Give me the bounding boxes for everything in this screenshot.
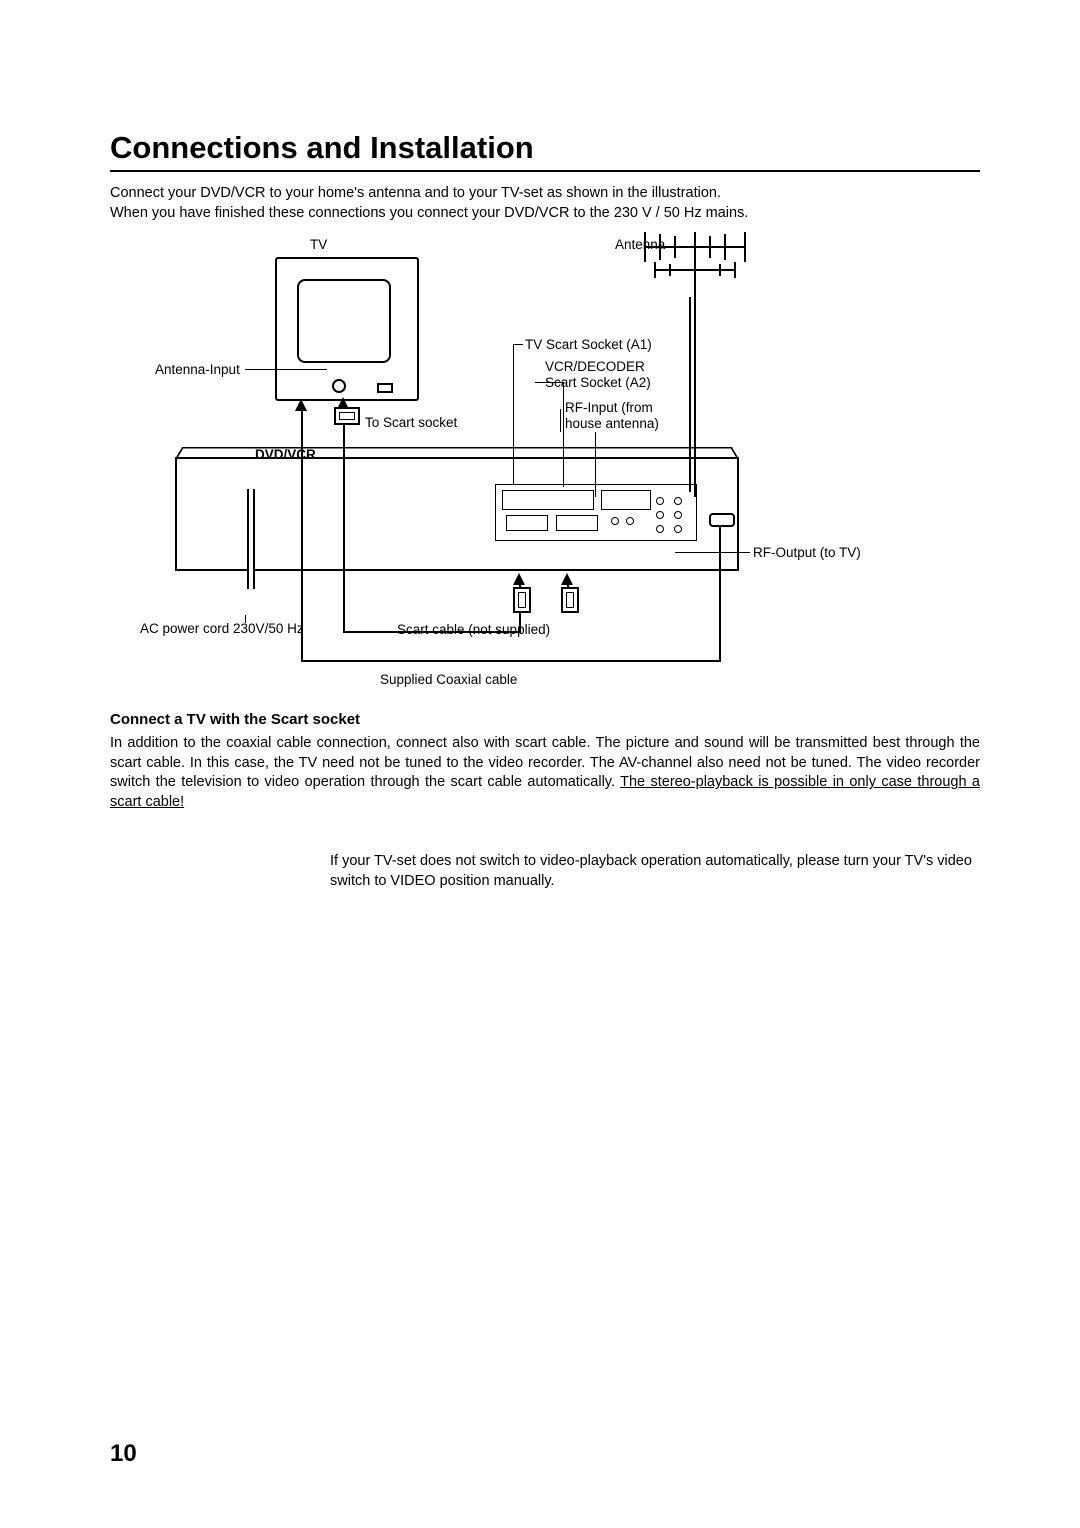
intro-line-1: Connect your DVD/VCR to your home's ante… bbox=[110, 185, 721, 201]
label-tv-scart-a1: TV Scart Socket (A1) bbox=[525, 337, 652, 354]
label-tv: TV bbox=[310, 237, 327, 254]
tv-screen bbox=[297, 279, 391, 363]
label-rf-input-2: house antenna) bbox=[565, 416, 659, 433]
label-to-scart: To Scart socket bbox=[365, 415, 457, 432]
scart-plug-a2 bbox=[561, 587, 579, 613]
rear-panel bbox=[495, 484, 697, 541]
intro-text: Connect your DVD/VCR to your home's ante… bbox=[110, 184, 980, 223]
arrow-scart-a2 bbox=[561, 573, 573, 585]
intro-line-2: When you have finished these connections… bbox=[110, 205, 748, 221]
rf-in-jack bbox=[656, 497, 664, 505]
dvd-vcr-device bbox=[175, 457, 739, 571]
page-number: 10 bbox=[110, 1440, 137, 1468]
scart-plug-tv bbox=[334, 407, 360, 425]
note-text: If your TV-set does not switch to video-… bbox=[330, 852, 980, 891]
label-rf-input-1: RF-Input (from bbox=[565, 400, 653, 417]
label-rf-output: RF-Output (to TV) bbox=[753, 545, 861, 562]
tv-scart-jack bbox=[377, 383, 393, 393]
subheading-scart: Connect a TV with the Scart socket bbox=[110, 711, 980, 728]
arrow-tv-scart bbox=[337, 397, 349, 409]
body-paragraph: In addition to the coaxial cable connect… bbox=[110, 734, 980, 812]
label-scart-cable: Scart cable (not supplied) bbox=[397, 622, 550, 639]
arrow-tv-antenna bbox=[295, 399, 307, 411]
arrow-scart-a1 bbox=[513, 573, 525, 585]
label-vcr-decoder: VCR/DECODER bbox=[545, 359, 645, 376]
label-scart-a2: Scart Socket (A2) bbox=[545, 375, 651, 392]
scart-plug-a1 bbox=[513, 587, 531, 613]
antenna-cable-outer bbox=[694, 297, 696, 497]
antenna-cable-inner bbox=[689, 297, 691, 492]
ac-cord bbox=[247, 489, 255, 589]
rf-out-jack bbox=[656, 525, 664, 533]
scart-port-a1 bbox=[506, 515, 548, 531]
connection-diagram: TV Antenna bbox=[115, 237, 975, 687]
scart-port-a2 bbox=[556, 515, 598, 531]
page-title: Connections and Installation bbox=[110, 130, 980, 172]
label-coax-cable: Supplied Coaxial cable bbox=[380, 672, 517, 689]
tv-device bbox=[275, 257, 419, 401]
label-antenna-input: Antenna-Input bbox=[155, 362, 240, 379]
antenna-icon bbox=[635, 222, 755, 297]
leader-antenna-input bbox=[245, 369, 327, 370]
label-ac-power: AC power cord 230V/50 Hz bbox=[140, 621, 304, 638]
rf-out-plug bbox=[709, 513, 735, 527]
tv-antenna-jack bbox=[332, 379, 346, 393]
